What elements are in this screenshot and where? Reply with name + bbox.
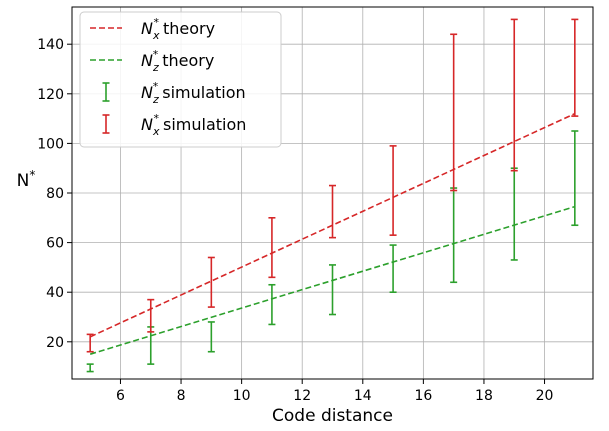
error-bar [207, 256, 215, 308]
grid [72, 7, 593, 379]
y-axis-label: N* [17, 168, 36, 191]
error-bar [450, 187, 458, 284]
y-tick-label: 60 [46, 236, 64, 252]
legend-box [79, 11, 282, 148]
error-bar [86, 333, 94, 353]
error-bar [329, 184, 336, 239]
x-tick-label: 20 [536, 388, 554, 404]
x-tick-label: 18 [475, 388, 493, 404]
y-tick-label: 100 [37, 136, 64, 152]
y-tick-label: 80 [46, 186, 64, 202]
error-bar [389, 244, 397, 294]
legend-entry: Nz* simulation [102, 80, 246, 106]
y-tick-label: 20 [46, 335, 64, 351]
y-axis-label-n: N [17, 171, 30, 191]
series-2 [86, 130, 579, 373]
legend-entry: Nx* theory [90, 16, 215, 42]
error-bar [571, 130, 579, 227]
legend-label: Nx* theory [141, 16, 215, 42]
error-bar [450, 33, 458, 192]
x-tick-label: 6 [116, 388, 125, 404]
y-tick-label: 120 [37, 87, 64, 103]
x-tick-label: 16 [414, 388, 432, 404]
error-bar [389, 145, 397, 236]
y-axis-label-star: * [29, 168, 35, 182]
x-tick-label: 8 [177, 388, 186, 404]
legend-entry: Nx* simulation [102, 112, 246, 138]
legend: Nx* theory Nz* theory Nz* simulation Nx* simula… [79, 11, 282, 148]
y-tick-label: 140 [37, 37, 64, 53]
error-bar [329, 264, 336, 316]
error-bar [510, 167, 518, 261]
x-axis-label: Code distance [272, 406, 393, 426]
legend-entry: Nz* theory [90, 48, 214, 74]
error-bar [207, 321, 215, 353]
y-tick-label: 40 [46, 285, 64, 301]
legend-label: Nz* simulation [141, 80, 246, 106]
error-bar [268, 283, 276, 326]
x-tick-label: 12 [293, 388, 311, 404]
error-bar [571, 18, 579, 117]
x-tick-label: 14 [354, 388, 372, 404]
axis-ticks: 6 8 10 12 14 16 18 20 20 40 60 80 100 120 140 [37, 37, 553, 404]
legend-label: Nx* simulation [141, 112, 246, 138]
series-3 [86, 18, 579, 353]
error-bar [510, 18, 518, 172]
error-bar [147, 298, 155, 333]
error-bar [86, 363, 94, 373]
legend-label: Nz* theory [141, 48, 214, 74]
x-tick-label: 10 [233, 388, 251, 404]
error-bar [268, 217, 276, 279]
plot-area [86, 18, 579, 373]
